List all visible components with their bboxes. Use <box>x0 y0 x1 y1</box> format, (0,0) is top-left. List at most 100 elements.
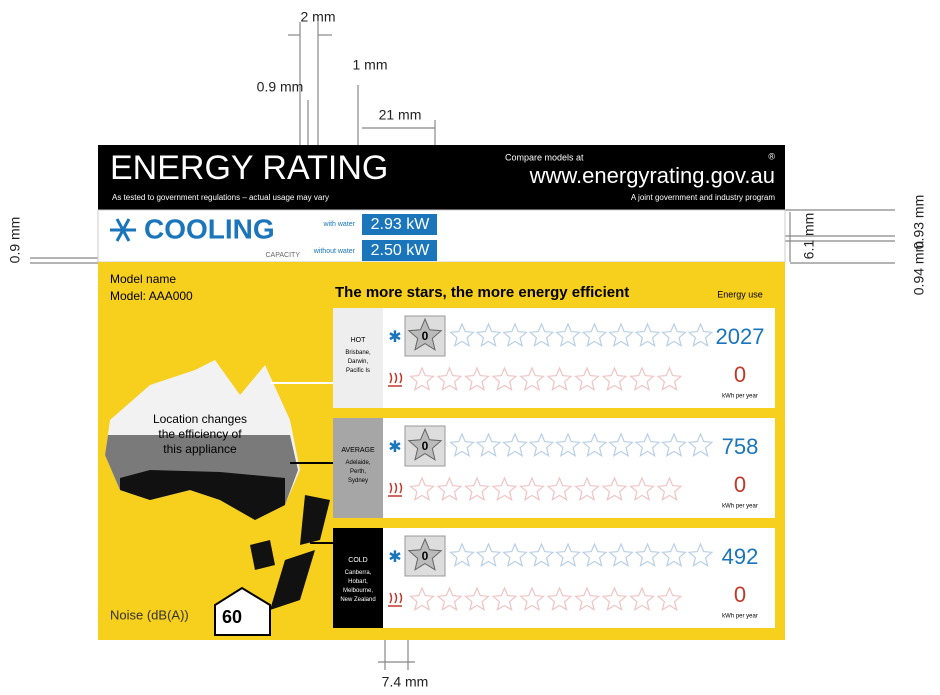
header-band <box>98 145 785 210</box>
star-outline <box>581 322 608 347</box>
capacity-box <box>362 240 437 261</box>
star-outline <box>656 586 683 611</box>
star-outline <box>464 476 490 501</box>
cooling-use: 492 <box>722 544 759 569</box>
noise-value: 60 <box>222 607 242 627</box>
star-outline <box>555 322 581 347</box>
star-outline <box>661 542 687 567</box>
dimension: 0.9 mm <box>7 217 23 264</box>
star-outline <box>546 586 573 611</box>
dimension: 0.9 mm <box>257 79 304 95</box>
star-outline <box>634 432 661 457</box>
star-outline <box>601 366 628 391</box>
noise-label: Noise (dB(A)) <box>110 607 189 622</box>
energy-use-label: Energy use <box>717 289 763 299</box>
star-outline <box>491 366 518 391</box>
url: www.energyrating.gov.au <box>529 163 775 188</box>
star-outline <box>661 432 687 457</box>
subtitle: As tested to government regulations – ac… <box>112 193 329 202</box>
row-label: without water <box>313 248 356 255</box>
star-outline <box>436 366 463 391</box>
dimension: 7.4 mm <box>382 674 429 690</box>
star-outline <box>409 366 435 391</box>
row-label: with water <box>322 221 355 228</box>
star-outline <box>475 432 502 457</box>
star-rating: 0 <box>422 549 429 563</box>
star-outline <box>409 476 435 501</box>
title: ENERGY RATING <box>110 149 388 187</box>
model: Model: AAA000 <box>110 289 193 303</box>
program: A joint government and industry program <box>631 193 775 202</box>
star-outline <box>687 322 714 347</box>
snowflake-icon <box>110 218 136 242</box>
star-outline <box>436 476 463 501</box>
star-outline <box>629 366 655 391</box>
star-outline <box>581 432 608 457</box>
star-outline <box>687 432 714 457</box>
star-outline <box>464 586 490 611</box>
star-outline <box>555 542 581 567</box>
capacity-label: CAPACITY <box>266 252 301 259</box>
star-outline <box>528 432 555 457</box>
star <box>407 427 443 461</box>
zone-label-box <box>333 528 383 628</box>
map-note: Location changes the efficiency of this ap… <box>153 412 247 456</box>
star-outline <box>519 586 545 611</box>
star-outline <box>574 476 600 501</box>
cool-icon: ✱ <box>388 439 401 456</box>
dimension: 21 mm <box>379 107 422 123</box>
star-outline <box>491 586 518 611</box>
star-outline <box>687 542 714 567</box>
cool-icon: ✱ <box>388 549 401 566</box>
dimension: 6.1 mm <box>801 213 817 260</box>
star-outline <box>546 366 573 391</box>
star-outline <box>519 476 545 501</box>
star-outline <box>491 476 518 501</box>
star-outline <box>656 476 683 501</box>
heating-use: 0 <box>734 362 746 387</box>
star-outline <box>464 366 490 391</box>
dimension: 0.93 mm <box>911 195 927 249</box>
unit: kWh per year <box>722 394 758 400</box>
star-outline <box>661 322 687 347</box>
star-outline <box>475 322 502 347</box>
star-rating: 0 <box>422 329 429 343</box>
zone-panel <box>333 308 775 408</box>
cooling-use: 2027 <box>716 324 765 349</box>
efficiency-heading: The more stars, the more energy efficien… <box>335 284 629 301</box>
star-outline <box>502 322 528 347</box>
star-outline <box>574 366 600 391</box>
star-outline <box>634 542 661 567</box>
star-rating: 0 <box>422 439 429 453</box>
star <box>407 317 443 351</box>
heating-use: 0 <box>734 472 746 497</box>
zone-label-box <box>333 418 383 518</box>
star-outline <box>629 586 655 611</box>
zone-name: AVERAGE <box>341 447 375 454</box>
star-outline <box>546 476 573 501</box>
star-outline <box>608 322 634 347</box>
heat-icon <box>388 482 403 497</box>
zone-label-box <box>333 308 383 408</box>
star-outline <box>449 542 475 567</box>
star-outline <box>574 586 600 611</box>
zone-panel <box>333 418 775 518</box>
star-outline <box>608 542 634 567</box>
star-outline <box>601 476 628 501</box>
registered: ® <box>768 151 775 161</box>
zone-places: Canberra, Hobart, Melbourne, New Zealand <box>340 570 375 603</box>
capacity-box <box>362 214 437 235</box>
zone-name: COLD <box>348 557 367 564</box>
zone-places: Brisbane, Darwin, Pacific Is <box>345 350 371 374</box>
star-outline <box>581 542 608 567</box>
cool-icon: ✱ <box>388 329 401 346</box>
heat-icon <box>388 372 403 387</box>
zone-name: HOT <box>351 337 367 344</box>
model-name: Model name <box>110 272 176 286</box>
map: Location changes the efficiency of this ap… <box>105 360 330 610</box>
capacity-band <box>97 209 786 263</box>
heating-use: 0 <box>734 582 746 607</box>
heat-icon <box>388 592 403 607</box>
star-outline <box>519 366 545 391</box>
